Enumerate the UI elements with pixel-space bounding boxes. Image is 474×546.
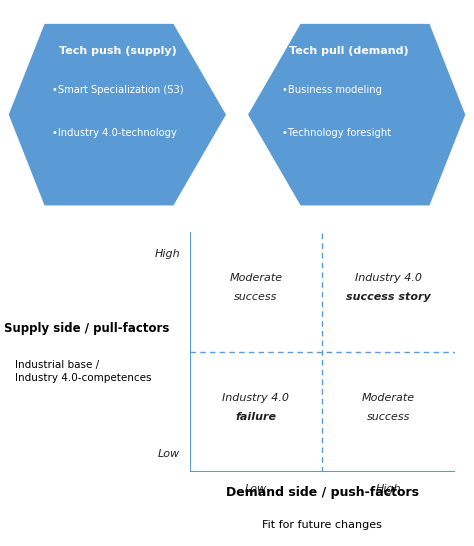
Text: Fit for future changes: Fit for future changes	[263, 520, 382, 530]
Text: Low: Low	[245, 484, 267, 494]
Polygon shape	[249, 25, 465, 205]
Text: High: High	[155, 248, 180, 259]
Text: Low: Low	[158, 449, 180, 459]
Text: failure: failure	[236, 412, 276, 422]
Polygon shape	[9, 25, 225, 205]
Text: Moderate: Moderate	[229, 272, 283, 283]
Text: success story: success story	[346, 292, 431, 302]
Text: Moderate: Moderate	[362, 393, 415, 403]
Text: •Smart Specialization (S3): •Smart Specialization (S3)	[52, 85, 184, 94]
Text: •Technology foresight: •Technology foresight	[282, 128, 391, 138]
Text: •Business modeling: •Business modeling	[282, 85, 382, 94]
Text: Industry 4.0: Industry 4.0	[355, 272, 422, 283]
Text: Supply side / pull-factors: Supply side / pull-factors	[4, 322, 169, 335]
Text: Tech pull (demand): Tech pull (demand)	[289, 46, 409, 56]
Text: Industrial base /
Industry 4.0-competences: Industrial base / Industry 4.0-competenc…	[15, 360, 151, 383]
Text: success: success	[367, 412, 410, 422]
Text: Demand side / push-factors: Demand side / push-factors	[226, 486, 419, 500]
Text: Tech push (supply): Tech push (supply)	[59, 46, 177, 56]
Text: Industry 4.0: Industry 4.0	[222, 393, 290, 403]
Text: •Industry 4.0-technology: •Industry 4.0-technology	[52, 128, 177, 138]
Text: High: High	[376, 484, 401, 494]
Text: success: success	[234, 292, 278, 302]
